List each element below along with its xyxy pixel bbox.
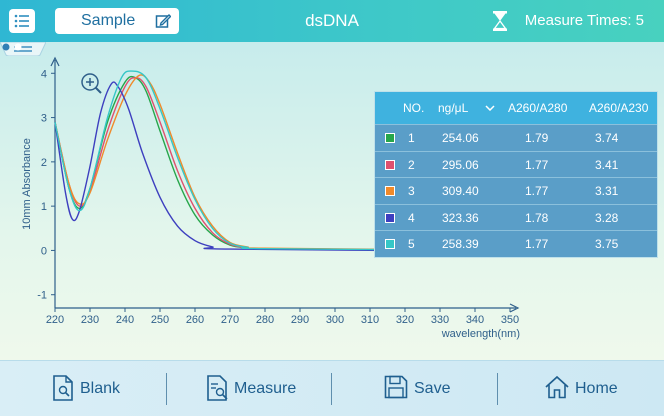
x-tick-label: 320 (396, 314, 414, 326)
page-indicator[interactable] (0, 42, 24, 52)
page-dot-active (2, 43, 10, 51)
cell-no: 4 (408, 210, 415, 225)
y-tick-label: -1 (37, 290, 47, 302)
series-color-swatch (385, 186, 395, 196)
x-tick-label: 350 (501, 314, 519, 326)
x-tick-label: 220 (46, 314, 64, 326)
cell-concentration: 295.06 (442, 157, 479, 172)
absorbance-chart: 220 230 240 250 260 270 280 290 300 310 320 330 340 3… (0, 42, 664, 360)
cell-a260-a230: 3.41 (595, 157, 619, 172)
x-tick-label: 240 (116, 314, 134, 326)
cell-no: 5 (408, 237, 415, 251)
cell-concentration: 254.06 (442, 131, 479, 145)
x-tick-label: 260 (186, 314, 204, 326)
x-tick-label: 310 (361, 314, 379, 326)
x-tick-label: 340 (466, 314, 484, 326)
series-color-swatch (385, 212, 395, 223)
cell-a260-a280: 1.77 (525, 184, 549, 198)
hourglass-icon (493, 11, 507, 31)
top-bar: Sample dsDNA Measure Times: 5 (0, 0, 664, 42)
y-tick-label: 4 (41, 68, 47, 80)
series-color-swatch (385, 159, 395, 170)
cell-concentration: 323.36 (442, 210, 479, 225)
header-concentration: ng/μL (438, 101, 469, 115)
header-no: NO. (403, 101, 425, 115)
bottom-toolbar: Blank Measure Save Home (0, 360, 664, 416)
results-table: NO. ng/μL A260/A280 A260/A230 1 254.06 1.7… (374, 91, 658, 258)
sample-name-field[interactable]: Sample (55, 8, 179, 34)
table-row[interactable]: 4 323.36 1.78 3.28 (375, 203, 657, 231)
cell-no: 2 (408, 157, 415, 172)
x-tick-label: 230 (81, 314, 99, 326)
x-tick-label: 280 (256, 314, 274, 326)
save-button[interactable]: Save (382, 361, 482, 416)
toolbar-divider (331, 373, 332, 405)
measure-label: Measure (234, 380, 297, 397)
cell-a260-a230: 3.28 (595, 210, 619, 225)
y-tick-label: 1 (41, 201, 47, 213)
series-line-5 (54, 70, 511, 252)
table-row[interactable]: 2 295.06 1.77 3.41 (375, 150, 657, 178)
toolbar-divider (166, 373, 167, 405)
measure-button[interactable]: Measure (202, 361, 322, 416)
table-header: NO. ng/μL A260/A280 A260/A230 (375, 92, 657, 124)
floppy-disk-icon (384, 375, 408, 399)
x-tick-label: 330 (431, 314, 449, 326)
page-title: dsDNA (305, 11, 359, 30)
measure-document-icon (207, 375, 228, 401)
cell-a260-a280: 1.77 (525, 237, 549, 251)
table-row[interactable]: 1 254.06 1.79 3.74 (375, 124, 657, 151)
chart-canvas: 220 230 240 250 260 270 280 290 300 310 320 330 340 3… (21, 56, 520, 340)
cell-no: 3 (408, 184, 415, 198)
cell-concentration: 258.39 (442, 237, 479, 251)
sample-label: Sample (81, 12, 136, 29)
menu-button[interactable] (9, 9, 35, 33)
home-icon (545, 375, 569, 399)
toolbar-divider (497, 373, 498, 405)
home-label: Home (575, 380, 618, 397)
list-menu-icon (14, 14, 29, 28)
blank-button[interactable]: Blank (48, 361, 158, 416)
zoom-in-icon[interactable] (81, 73, 102, 94)
x-tick-label: 250 (151, 314, 169, 326)
cell-a260-a280: 1.78 (525, 210, 549, 225)
x-tick-label: 300 (326, 314, 344, 326)
blank-document-icon (53, 375, 73, 401)
series-line-4 (54, 81, 511, 252)
home-button[interactable]: Home (544, 361, 644, 416)
series-color-swatch (385, 133, 395, 143)
blank-label: Blank (80, 380, 121, 397)
cell-a260-a230: 3.75 (595, 237, 619, 251)
edit-icon (155, 14, 171, 28)
chevron-down-icon[interactable] (485, 105, 495, 111)
cell-a260-a230: 3.74 (595, 131, 619, 145)
y-tick-label: 2 (41, 157, 47, 169)
measure-times-counter: Measure Times: 5 (524, 12, 644, 29)
x-axis-arrow (509, 303, 520, 313)
y-tick-label: 0 (41, 245, 47, 257)
save-label: Save (414, 380, 451, 397)
cell-a260-a230: 3.31 (595, 184, 619, 198)
cell-concentration: 309.40 (442, 184, 479, 198)
series-color-swatch (385, 239, 395, 249)
cell-a260-a280: 1.77 (525, 157, 549, 172)
y-axis-arrow (50, 56, 60, 67)
cell-a260-a280: 1.79 (525, 131, 549, 145)
table-row[interactable]: 5 258.39 1.77 3.75 (375, 230, 657, 257)
table-row[interactable]: 3 309.40 1.77 3.31 (375, 177, 657, 204)
header-a260-a230: A260/A230 (589, 101, 649, 115)
header-a260-a280: A260/A280 (508, 101, 568, 115)
cell-no: 1 (408, 131, 415, 145)
y-axis-label: 10mm Absorbance (21, 138, 33, 230)
x-tick-label: 290 (291, 314, 309, 326)
x-tick-label: 270 (221, 314, 239, 326)
x-axis-label: wavelength(nm) (441, 328, 520, 340)
page-dot (14, 43, 22, 51)
y-tick-label: 3 (41, 113, 47, 125)
